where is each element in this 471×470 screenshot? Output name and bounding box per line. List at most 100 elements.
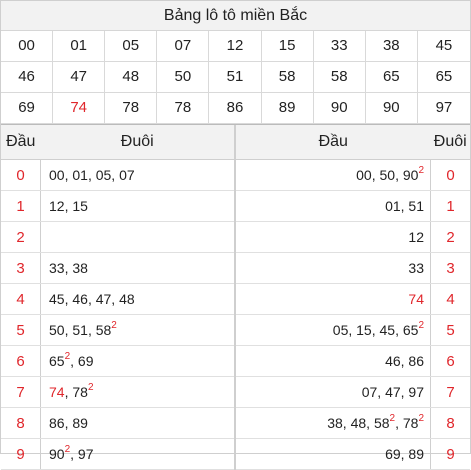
number-cell: 78 — [157, 93, 210, 124]
loto-value: 51 — [408, 198, 424, 214]
table-row: 4 45, 46, 47, 48 — [1, 283, 234, 315]
loto-value: 38 — [327, 415, 343, 431]
table-row: 8 86, 89 — [1, 407, 234, 439]
number-cell: 90 — [365, 93, 418, 124]
number-cell: 86 — [209, 93, 262, 124]
number-cell: 12 — [209, 31, 262, 62]
count-superscript: 2 — [64, 444, 71, 455]
count-superscript: 2 — [389, 413, 396, 424]
head-digit: 6 — [1, 345, 41, 377]
tail-digit: 7 — [430, 376, 470, 408]
loto-value: 07 — [361, 384, 378, 400]
count-superscript: 2 — [87, 382, 94, 393]
tail-values: 86, 89 — [40, 407, 234, 439]
loto-value: 07 — [119, 167, 135, 183]
loto-value: 65 — [49, 353, 65, 369]
head-values: 07, 47, 97 — [236, 376, 431, 408]
head-values: 46, 86 — [236, 345, 431, 377]
loto-value: 74 — [408, 291, 424, 307]
loto-value: 00 — [356, 167, 372, 183]
head-values: 12 — [236, 221, 431, 253]
tail-digit: 6 — [430, 345, 470, 377]
loto-value: 01 — [385, 198, 401, 214]
number-cell: 38 — [365, 31, 418, 62]
number-cell: 05 — [105, 31, 158, 62]
head-digit: 3 — [1, 252, 41, 284]
loto-value: 90 — [402, 167, 419, 183]
table-row: 05, 15, 45, 652 5 — [236, 314, 470, 346]
table-row: 01, 51 1 — [236, 190, 470, 222]
loto-value: 47 — [95, 291, 112, 307]
table-row: 46, 86 6 — [236, 345, 470, 377]
tail-digit: 2 — [430, 221, 470, 253]
head-digit: 1 — [1, 190, 41, 222]
number-cell: 90 — [313, 93, 366, 124]
table-row: 69, 89 9 — [236, 438, 470, 470]
loto-value: 50 — [379, 167, 396, 183]
tail-digit: 8 — [430, 407, 470, 439]
panel-title: Bảng lô tô miền Bắc — [1, 1, 470, 31]
table-row: 0 00, 01, 05, 07 — [1, 159, 234, 191]
number-cell: 78 — [105, 93, 158, 124]
number-cell: 45 — [417, 31, 470, 62]
loto-value: 65 — [402, 322, 419, 338]
loto-value: 15 — [72, 198, 88, 214]
loto-value: 78 — [72, 384, 88, 400]
number-cell: 33 — [313, 31, 366, 62]
tail-values: 33, 38 — [40, 252, 234, 284]
loto-value: 97 — [408, 384, 424, 400]
loto-value: 69 — [77, 353, 94, 369]
number-cell: 47 — [53, 62, 106, 93]
tail-digit: 5 — [430, 314, 470, 346]
head-digit: 0 — [1, 159, 41, 191]
head-values: 01, 51 — [236, 190, 431, 222]
table-row: 38, 48, 582, 782 8 — [236, 407, 470, 439]
tail-values: 74, 782 — [40, 376, 234, 408]
tables-area: Đầu Đuôi 0 00, 01, 05, 07 1 12, 15 2 3 33, 38 4… — [1, 124, 470, 470]
count-superscript: 2 — [418, 320, 424, 331]
head-values: 00, 50, 902 — [236, 159, 431, 191]
head-digit: 9 — [1, 438, 41, 470]
table-row: 07, 47, 97 7 — [236, 376, 470, 408]
loto-value: 00 — [49, 167, 65, 183]
number-cell: 65 — [417, 62, 470, 93]
number-cell: 74 — [53, 93, 106, 124]
number-cell: 58 — [313, 62, 366, 93]
loto-value: 33 — [49, 260, 65, 276]
loto-value: 58 — [95, 322, 112, 338]
loto-value: 46 — [385, 353, 401, 369]
loto-value: 45 — [49, 291, 65, 307]
loto-value: 05 — [95, 167, 112, 183]
loto-value: 58 — [373, 415, 390, 431]
head-digit: 5 — [1, 314, 41, 346]
loto-value: 46 — [72, 291, 88, 307]
tail-digit: 4 — [430, 283, 470, 315]
loto-value: 51 — [72, 322, 88, 338]
count-superscript: 2 — [64, 351, 71, 362]
tail-values: 45, 46, 47, 48 — [40, 283, 234, 315]
table-row: 5 50, 51, 582 — [1, 314, 234, 346]
number-cell: 01 — [53, 31, 106, 62]
loto-value: 89 — [72, 415, 88, 431]
number-cell: 97 — [417, 93, 470, 124]
number-cell: 15 — [261, 31, 314, 62]
loto-value: 01 — [72, 167, 88, 183]
loto-value: 12 — [49, 198, 65, 214]
number-grid: 00 01 05 07 12 15 33 38 45 46 47 48 50 51 58 58 65 65 69 74… — [1, 31, 470, 124]
loto-value: 33 — [408, 260, 424, 276]
head-values: 05, 15, 45, 652 — [236, 314, 431, 346]
number-cell: 07 — [157, 31, 210, 62]
tail-values: 00, 01, 05, 07 — [40, 159, 234, 191]
tail-digit: 9 — [430, 438, 470, 470]
table-row: 12 2 — [236, 221, 470, 253]
loto-value: 48 — [350, 415, 367, 431]
table-row: 74 4 — [236, 283, 470, 315]
number-cell: 58 — [261, 62, 314, 93]
loto-value: 86 — [408, 353, 424, 369]
loto-value: 05 — [332, 322, 349, 338]
number-cell: 50 — [157, 62, 210, 93]
loto-value: 89 — [408, 446, 424, 462]
table-row: 33 3 — [236, 252, 470, 284]
loto-value: 69 — [385, 446, 401, 462]
table-row: 00, 50, 902 0 — [236, 159, 470, 191]
